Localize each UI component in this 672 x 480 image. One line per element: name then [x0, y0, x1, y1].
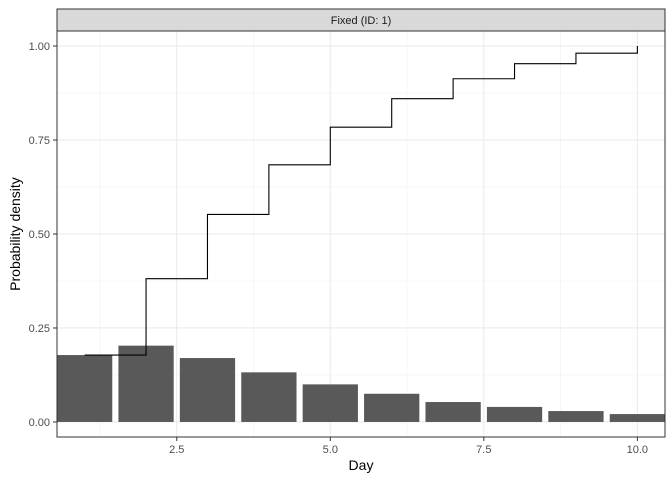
bar-day-9 [548, 411, 604, 422]
bar-day-8 [486, 406, 543, 422]
bar-series [57, 345, 665, 422]
bar-day-6 [364, 393, 420, 422]
y-axis-title: Probability density [7, 177, 23, 291]
y-tick-label: 0.00 [29, 417, 50, 429]
x-axis-ticks: 2.5 5.0 7.5 10.0 [169, 437, 648, 456]
bar-day-4 [241, 372, 297, 422]
bar-day-2 [118, 345, 174, 422]
y-tick-label: 0.25 [29, 323, 50, 335]
bar-day-10 [609, 414, 665, 422]
y-axis-ticks: 0.00 0.25 0.50 0.75 1.00 [29, 41, 57, 429]
x-axis-title: Day [349, 457, 374, 473]
y-tick-label: 1.00 [29, 41, 50, 53]
bar-day-7 [425, 402, 481, 422]
x-tick-label: 2.5 [169, 444, 184, 456]
bar-day-3 [179, 358, 236, 422]
y-tick-label: 0.50 [29, 229, 50, 241]
cumulative-step-line [84, 46, 638, 356]
bar-day-5 [302, 384, 358, 422]
major-gridlines [57, 31, 665, 437]
x-tick-label: 5.0 [323, 444, 338, 456]
bar-day-1 [57, 355, 113, 422]
facet-strip [56, 8, 666, 32]
x-tick-label: 7.5 [476, 444, 491, 456]
facet-strip-label: Fixed (ID: 1) [331, 15, 392, 27]
y-tick-label: 0.75 [29, 135, 50, 147]
x-tick-label: 10.0 [627, 444, 648, 456]
